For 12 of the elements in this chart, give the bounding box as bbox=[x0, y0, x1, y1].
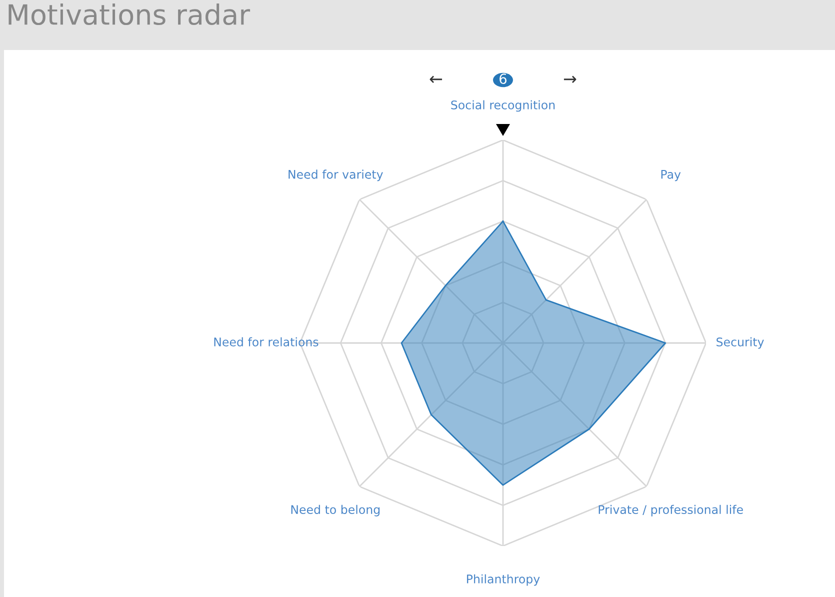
text: ← bbox=[430, 76, 442, 83]
spoke-label: Private / professional life bbox=[598, 504, 743, 516]
spoke-label: Pay bbox=[661, 170, 681, 182]
text: 6 bbox=[500, 74, 507, 84]
spoke-label: Need for variety bbox=[288, 170, 383, 182]
text: → bbox=[564, 76, 576, 83]
spoke-label: Need for relations bbox=[214, 337, 318, 346]
spoke-label: Philanthropy bbox=[467, 574, 540, 586]
spoke-label: Social recognition bbox=[451, 100, 555, 112]
spoke-label: Security bbox=[716, 337, 764, 349]
spoke-label: Need to belong bbox=[291, 504, 380, 516]
chart-title: Motivations radar bbox=[8, 4, 250, 26]
